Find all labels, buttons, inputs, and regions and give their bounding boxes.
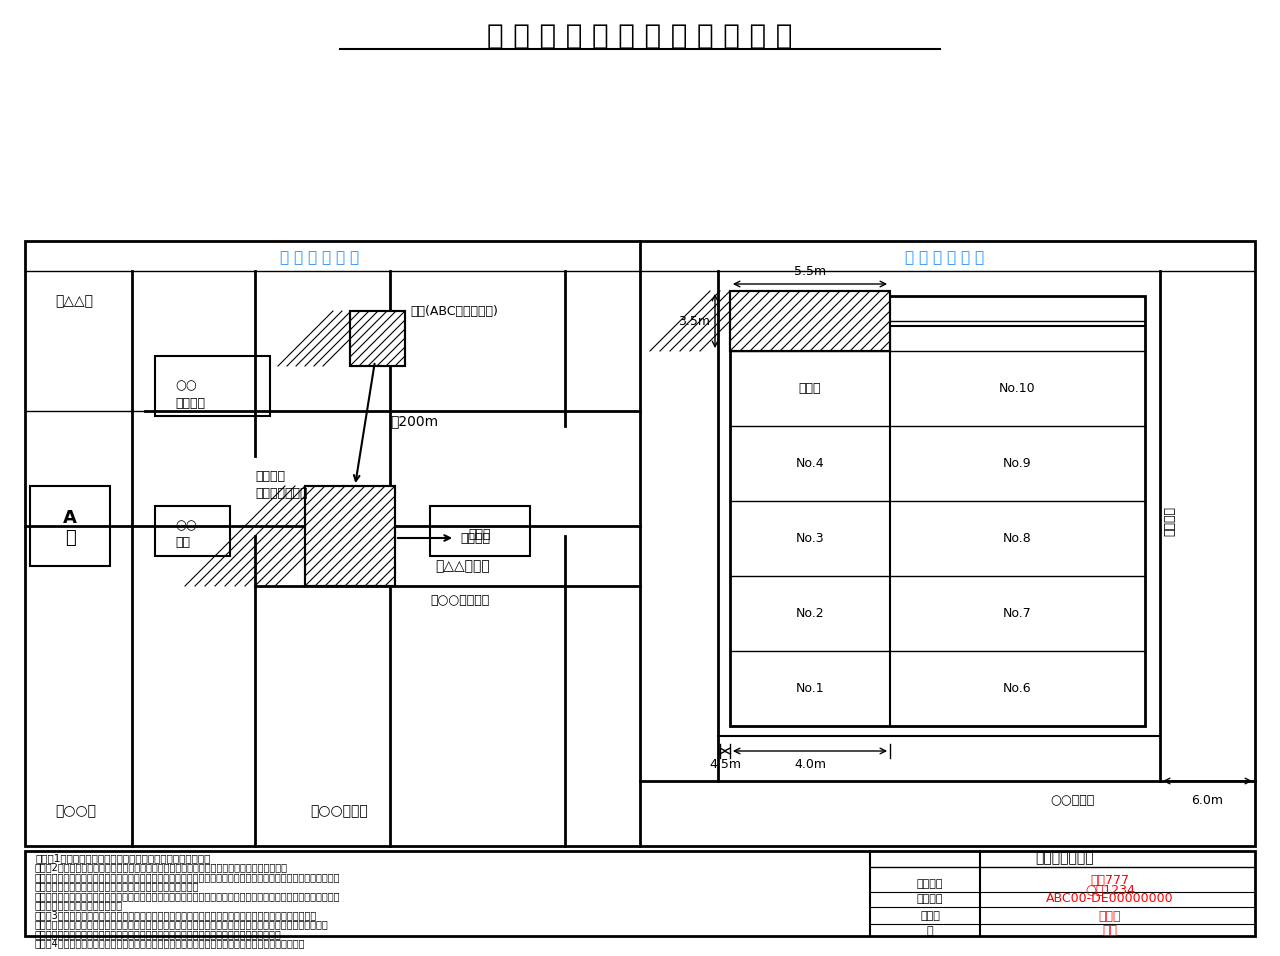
Bar (26, 851, 1254, 936)
Text: ・　使用の本拠の位置（自宅等）と保管場所の位置との間を線で結んで距離（直線で２キロメートル以内）: ・ 使用の本拠の位置（自宅等）と保管場所の位置との間を線で結んで距離（直線で２キ… (35, 891, 340, 901)
Text: 配 置 図 記 載 欄: 配 置 図 記 載 欄 (905, 250, 984, 266)
Text: 車　名: 車 名 (920, 911, 940, 921)
Text: No.6: No.6 (1004, 682, 1032, 695)
Text: 郵便局: 郵便局 (468, 528, 492, 540)
Text: No.10: No.10 (1000, 382, 1036, 395)
Bar (349, 311, 404, 366)
Text: 6.0m: 6.0m (1192, 794, 1224, 807)
Text: 駅: 駅 (64, 529, 76, 547)
Text: 3　配置図とは、保管場所並びに保管場所の周囲の建物、空地及び道路を表示したものをいいます。: 3 配置図とは、保管場所並びに保管場所の周囲の建物、空地及び道路を表示したものを… (35, 910, 317, 920)
Bar (349, 311, 404, 366)
Text: ○○: ○○ (175, 380, 197, 393)
Bar (430, 506, 530, 556)
Text: No.2: No.2 (796, 607, 824, 620)
Text: 備考　1　この用紙は、黒色ボールペンで記載してください。: 備考 1 この用紙は、黒色ボールペンで記載してください。 (35, 853, 210, 863)
Text: 3.5m: 3.5m (678, 315, 710, 328)
Text: 白色: 白色 (1102, 924, 1117, 938)
Text: 銀行: 銀行 (175, 536, 189, 550)
Text: （日本駐車場）: （日本駐車場） (255, 487, 307, 499)
Bar (155, 506, 230, 556)
Text: ・　複数の自動車を保管する駐車場の場合は、保管場所の位置を明示してください。: ・ 複数の自動車を保管する駐車場の場合は、保管場所の位置を明示してください。 (35, 929, 282, 939)
Text: 所 在 図 記 載 欄: 所 在 図 記 載 欄 (280, 250, 360, 266)
Text: 田中ビル: 田中ビル (1164, 506, 1176, 536)
Text: No.9: No.9 (1004, 457, 1032, 470)
Bar (29, 486, 110, 566)
Bar (155, 356, 270, 416)
Text: 至△△駅: 至△△駅 (55, 294, 93, 308)
Text: トヨタ: トヨタ (1098, 909, 1121, 923)
Text: ・　市販の地図をコピーし添付する場合、著作権者からの利用の許諾を得ないときは、著作権法違反となる: ・ 市販の地図をコピーし添付する場合、著作権者からの利用の許諾を得ないときは、著… (35, 872, 340, 882)
Text: 横浜777: 横浜777 (1091, 874, 1129, 886)
Bar (26, 241, 1254, 846)
Text: ○○交差点: ○○交差点 (1050, 794, 1094, 808)
Text: 至○○駅: 至○○駅 (55, 804, 96, 818)
Text: 5.5m: 5.5m (794, 265, 826, 278)
Text: ○○: ○○ (175, 519, 197, 532)
Text: No.8: No.8 (1004, 532, 1032, 545)
Text: No.1: No.1 (796, 682, 824, 695)
Text: デパート: デパート (175, 397, 205, 409)
Text: 色: 色 (927, 926, 933, 936)
Text: No.7: No.7 (1004, 607, 1032, 620)
Text: 2　所在図とは、保管場所の付近の道路及び目標となる地物を表示したものをいいます。: 2 所在図とは、保管場所の付近の道路及び目標となる地物を表示したものをいいます。 (35, 862, 288, 873)
Text: A: A (63, 509, 77, 527)
Text: 4　申請保管場所で今まで使用していた車両について、右端の代替車両欄に記入してください。: 4 申請保管場所で今まで使用していた車両について、右端の代替車両欄に記入してくだ… (35, 939, 306, 948)
Text: 至○○町方面: 至○○町方面 (310, 804, 367, 818)
Text: 約200m: 約200m (390, 414, 438, 428)
Text: No.4: No.4 (796, 457, 824, 470)
Text: ○　1234: ○ 1234 (1085, 883, 1135, 897)
Bar (730, 291, 890, 351)
Text: 車両番号: 車両番号 (916, 879, 943, 889)
Text: 田中ビル: 田中ビル (460, 532, 490, 545)
Text: 4.0m: 4.0m (794, 758, 826, 771)
Text: 出入口: 出入口 (799, 382, 822, 395)
Text: を記入してください。: を記入してください。 (35, 901, 123, 910)
Text: 4.5m: 4.5m (709, 758, 741, 771)
Text: 保 管 場 所 の 所 在 図 ・ 配 置 図: 保 管 場 所 の 所 在 図 ・ 配 置 図 (488, 22, 792, 50)
Text: 代　替　車　両: 代 替 車 両 (1036, 851, 1094, 865)
Bar (730, 291, 890, 351)
Text: 保管場所: 保管場所 (255, 469, 285, 483)
Text: （○○交差点）: （○○交差点） (430, 595, 489, 607)
Bar (730, 296, 1146, 726)
Text: 車台番号: 車台番号 (916, 894, 943, 904)
Text: No.3: No.3 (796, 532, 824, 545)
Text: ・　保管場所に接する道路の幅員、保管場所の平面（大きさ）の寸法をメートルで記入してください。: ・ 保管場所に接する道路の幅員、保管場所の平面（大きさ）の寸法をメートルで記入し… (35, 920, 329, 929)
Bar (305, 486, 396, 586)
Text: るおそれがありますので、十分注意してください。: るおそれがありますので、十分注意してください。 (35, 881, 200, 892)
Text: 至△△町方面: 至△△町方面 (435, 559, 490, 573)
Text: ABC00-DE00000000: ABC00-DE00000000 (1046, 893, 1174, 905)
Bar (305, 486, 396, 586)
Text: 自宅(ABCマンション): 自宅(ABCマンション) (410, 305, 498, 317)
